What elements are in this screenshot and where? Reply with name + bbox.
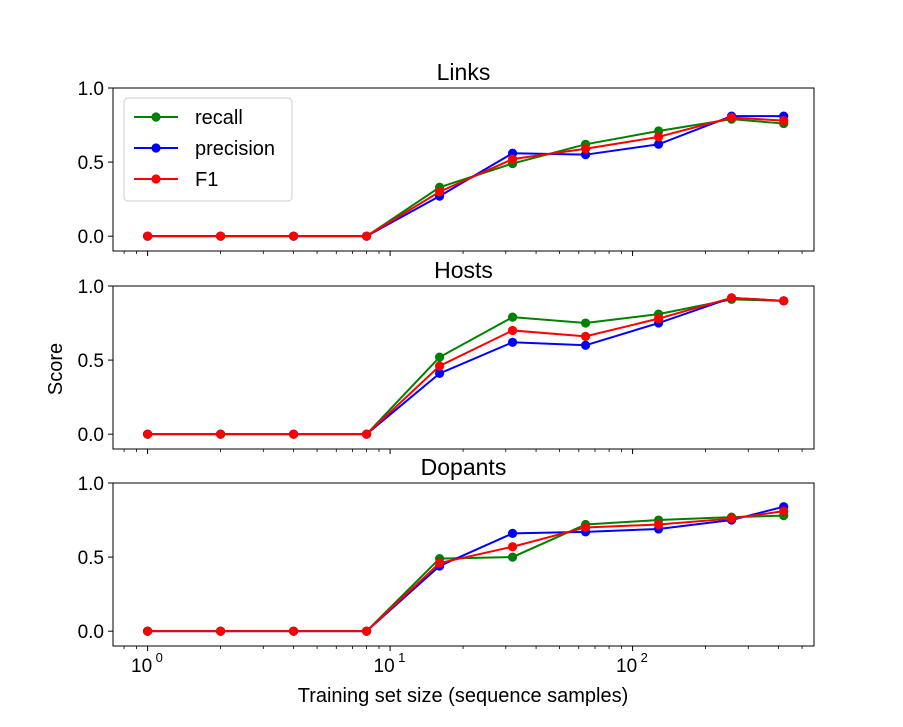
series-line-precision	[147, 296, 784, 436]
data-point-f1	[779, 116, 789, 126]
data-point-f1	[288, 429, 299, 439]
data-point-f1	[142, 429, 153, 439]
y-tick-label: 0.5	[78, 548, 104, 569]
data-point-f1	[726, 113, 737, 123]
legend: recall precision F1	[123, 97, 293, 202]
data-point-recall	[507, 552, 518, 562]
series-line-f1	[147, 296, 784, 436]
panel-title: Links	[437, 59, 491, 85]
data-point-precision	[580, 340, 591, 350]
data-point-f1	[215, 626, 226, 636]
x-tick-exponent: 2	[641, 650, 648, 665]
legend-marker-f1	[151, 174, 161, 184]
y-tick-label: 0.5	[78, 351, 104, 372]
y-axis-label: Score	[45, 343, 67, 395]
data-point-f1	[507, 325, 518, 336]
legend-label-precision: precision	[195, 138, 275, 160]
legend-marker-precision	[151, 143, 161, 153]
series-line-recall	[147, 514, 784, 633]
series-line-f1	[147, 116, 784, 238]
data-point-f1	[653, 132, 664, 142]
data-point-f1	[361, 231, 372, 241]
axes-frame	[112, 87, 815, 252]
data-point-f1	[580, 331, 591, 341]
x-tick-label: 10	[374, 656, 395, 677]
legend-box	[123, 97, 293, 202]
panel-title: Hosts	[434, 257, 493, 283]
data-point-f1	[361, 429, 372, 439]
axes-frame	[112, 285, 815, 450]
x-tick-exponent: 1	[398, 650, 405, 665]
x-tick-label: 10	[616, 656, 637, 677]
data-point-f1	[580, 144, 591, 154]
series-line-f1	[147, 510, 784, 633]
data-point-f1	[215, 231, 226, 241]
data-point-f1	[653, 314, 664, 324]
y-tick-label: 1.0	[78, 474, 104, 495]
data-point-precision	[507, 337, 518, 347]
data-point-precision	[653, 139, 664, 149]
legend-label-recall: recall	[195, 107, 243, 129]
y-tick-label: 0.0	[78, 425, 104, 446]
data-point-f1	[288, 626, 299, 636]
series-line-precision	[147, 505, 784, 633]
y-tick-label: 0.0	[78, 227, 104, 248]
data-point-f1	[779, 506, 789, 516]
x-axis-label: Training set size (sequence samples)	[298, 685, 629, 707]
y-tick-label: 0.5	[78, 153, 104, 174]
data-point-f1	[215, 429, 226, 439]
data-point-f1	[653, 519, 664, 530]
legend-label-f1: F1	[195, 169, 218, 191]
data-point-f1	[142, 626, 153, 636]
x-tick-exponent: 0	[156, 650, 163, 665]
y-tick-label: 0.0	[78, 622, 104, 643]
panel-title: Dopants	[421, 454, 507, 480]
data-point-precision	[507, 528, 518, 538]
y-tick-label: 1.0	[78, 79, 104, 100]
data-point-precision	[434, 368, 445, 379]
data-point-f1	[434, 558, 445, 568]
axes-frame	[112, 482, 815, 647]
series-line-recall	[147, 298, 784, 436]
data-point-recall	[434, 352, 445, 362]
data-point-f1	[434, 361, 445, 371]
data-point-f1	[580, 522, 591, 533]
data-point-f1	[507, 542, 518, 552]
data-point-f1	[361, 626, 372, 636]
y-tick-label: 1.0	[78, 277, 104, 298]
legend-marker-recall	[151, 112, 161, 122]
data-point-recall	[580, 318, 591, 328]
data-point-f1	[779, 296, 789, 306]
panel-links: Links 0.0 0.5 1.0	[78, 59, 815, 256]
data-point-f1	[726, 293, 737, 303]
data-point-f1	[288, 231, 299, 241]
panel-hosts: Hosts 0.0 0.5 1.0	[78, 257, 815, 454]
panels: Links 0.0 0.5 1.0 Hosts 0.0 0.5 1.0 Dopants 0.0 0.…	[78, 59, 815, 677]
data-point-f1	[507, 154, 518, 164]
data-point-recall	[507, 312, 518, 322]
x-tick-label: 10	[131, 656, 152, 677]
data-point-f1	[726, 513, 737, 524]
data-point-f1	[434, 187, 445, 197]
data-point-f1	[142, 231, 153, 241]
panel-dopants: Dopants 0.0 0.5 1.0	[78, 454, 815, 651]
